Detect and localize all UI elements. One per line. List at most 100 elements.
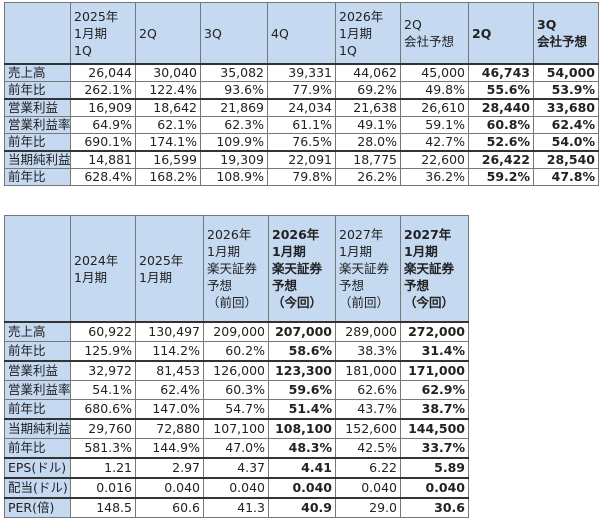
row-label: 当期純利益 (4, 418, 71, 439)
header-row: 2025年 1月期 1Q 2Q 3Q 4Q 2026年 1月期 1Q 2Q 会社予想 2Q 3Q 会社予想 (4, 2, 599, 65)
data-cell: 114.2% (135, 341, 204, 362)
data-cell: 21,638 (335, 98, 401, 117)
data-row: 前年比 125.9% 114.2% 60.2% 58.6% 38.3% 31.4% (4, 341, 469, 362)
data-cell: 49.1% (335, 116, 401, 134)
data-cell: 33,680 (533, 98, 599, 117)
header-line: （今回） (404, 295, 455, 310)
data-cell: 18,775 (335, 150, 401, 169)
data-cell: 60.6 (135, 497, 204, 518)
header-cell: 2Q (135, 2, 201, 65)
data-cell: 152,600 (335, 418, 401, 439)
data-cell: 38.7% (400, 399, 469, 420)
data-cell: 55.6% (468, 81, 534, 100)
header-line: 1月期 (272, 244, 306, 259)
header-line: 1月期 (404, 244, 438, 259)
data-cell: 44,062 (335, 63, 401, 82)
annual-table: 2024年 1月期 2025年 1月期 2026年 1月期 楽天証券 予想 （前回） 2026年 1… (4, 215, 469, 518)
data-cell: 35,082 (200, 63, 268, 82)
header-line: 予想 (339, 278, 365, 293)
data-cell: 54.0% (533, 133, 599, 152)
data-cell: 0.040 (268, 477, 336, 499)
data-cell: 125.9% (70, 341, 136, 362)
data-cell: 5.89 (400, 457, 469, 479)
row-label: 前年比 (4, 341, 71, 362)
data-cell: 168.2% (135, 168, 201, 186)
row-label: 営業利益率 (4, 380, 71, 400)
header-line: 1月期 (74, 269, 107, 285)
data-cell: 2.97 (135, 457, 204, 479)
header-line: 2025年 (139, 252, 184, 268)
header-line: 楽天証券 (339, 261, 390, 276)
header-cell: 2024年 1月期 (70, 215, 136, 323)
corner-cell (4, 2, 71, 65)
header-cell: 2026年 1月期 楽天証券 予想 （前回） (203, 215, 269, 323)
header-line: （今回） (272, 295, 323, 310)
data-cell: 64.9% (70, 116, 136, 134)
data-cell: 130,497 (135, 321, 204, 342)
header-cell: 2025年 1月期 1Q (70, 2, 136, 65)
data-cell: 0.040 (135, 477, 204, 499)
data-cell: 54,000 (533, 63, 599, 82)
data-cell: 6.22 (335, 457, 401, 479)
data-cell: 144.9% (135, 438, 204, 459)
data-row: 営業利益 16,909 18,642 21,869 24,034 21,638 26,610… (4, 98, 599, 117)
header-line: 予想 (207, 278, 233, 293)
data-cell: 680.6% (70, 399, 136, 420)
data-cell: 16,909 (70, 98, 136, 117)
data-cell: 47.0% (203, 438, 269, 459)
data-cell: 4.41 (268, 457, 336, 479)
data-cell: 1.21 (70, 457, 136, 479)
data-cell: 79.8% (267, 168, 336, 186)
data-row: 配当(ドル) 0.016 0.040 0.040 0.040 0.040 0.040 (4, 477, 469, 499)
data-cell: 148.5 (70, 497, 136, 518)
data-cell: 46,743 (468, 63, 534, 82)
data-cell: 43.7% (335, 399, 401, 420)
row-label: 前年比 (4, 81, 71, 100)
data-cell: 22,600 (400, 150, 469, 169)
data-cell: 62.4% (135, 380, 204, 400)
data-cell: 19,309 (200, 150, 268, 169)
data-cell: 29,760 (70, 418, 136, 439)
data-cell: 62.4% (533, 116, 599, 134)
data-cell: 45,000 (400, 63, 469, 82)
data-cell: 171,000 (400, 360, 469, 381)
header-line: 2027年 (404, 227, 452, 242)
data-row: 前年比 581.3% 144.9% 47.0% 48.3% 42.5% 33.7% (4, 438, 469, 459)
header-cell: 2Q 会社予想 (400, 2, 469, 65)
data-row: 前年比 262.1% 122.4% 93.6% 77.9% 69.2% 49.8% 55.6%… (4, 81, 599, 100)
data-cell: 93.6% (200, 81, 268, 100)
header-line: 予想 (404, 278, 430, 293)
header-line: 2027年 (339, 227, 384, 242)
row-label: 配当(ドル) (4, 477, 71, 499)
row-label: 売上高 (4, 63, 71, 82)
header-cell: 2Q (468, 2, 534, 65)
row-label: 営業利益率 (4, 116, 71, 134)
data-cell: 26,610 (400, 98, 469, 117)
data-cell: 123,300 (268, 360, 336, 381)
data-cell: 0.040 (335, 477, 401, 499)
data-cell: 60.8% (468, 116, 534, 134)
data-cell: 62.6% (335, 380, 401, 400)
data-row: PER(倍) 148.5 60.6 41.3 40.9 29.0 30.6 (4, 497, 469, 518)
data-cell: 181,000 (335, 360, 401, 381)
data-cell: 69.2% (335, 81, 401, 100)
header-cell: 4Q (267, 2, 336, 65)
data-cell: 59.2% (468, 168, 534, 186)
data-cell: 108,100 (268, 418, 336, 439)
data-row: 前年比 690.1% 174.1% 109.9% 76.5% 28.0% 42.7% 52.6… (4, 133, 599, 152)
data-cell: 29.0 (335, 497, 401, 518)
data-cell: 53.9% (533, 81, 599, 100)
data-cell: 21,869 (200, 98, 268, 117)
header-line: 2Q (404, 17, 422, 32)
row-label: 前年比 (4, 399, 71, 420)
data-cell: 47.8% (533, 168, 599, 186)
data-cell: 77.9% (267, 81, 336, 100)
header-cell: 2026年 1月期 楽天証券 予想 （今回） (268, 215, 336, 323)
data-cell: 51.4% (268, 399, 336, 420)
data-cell: 39,331 (267, 63, 336, 82)
data-cell: 62.9% (400, 380, 469, 400)
data-cell: 207,000 (268, 321, 336, 342)
data-cell: 16,599 (135, 150, 201, 169)
data-row: 当期純利益 14,881 16,599 19,309 22,091 18,775 22,60… (4, 150, 599, 169)
header-line: 2026年 (339, 8, 384, 24)
